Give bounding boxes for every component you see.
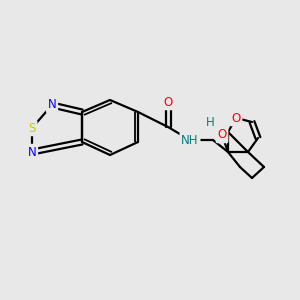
Text: S: S — [28, 122, 36, 134]
Text: H: H — [206, 116, 214, 130]
Text: O: O — [164, 95, 172, 109]
Text: N: N — [28, 146, 36, 158]
Text: O: O — [218, 128, 226, 142]
Text: O: O — [231, 112, 241, 124]
Text: N: N — [48, 98, 56, 112]
Text: NH: NH — [181, 134, 199, 146]
